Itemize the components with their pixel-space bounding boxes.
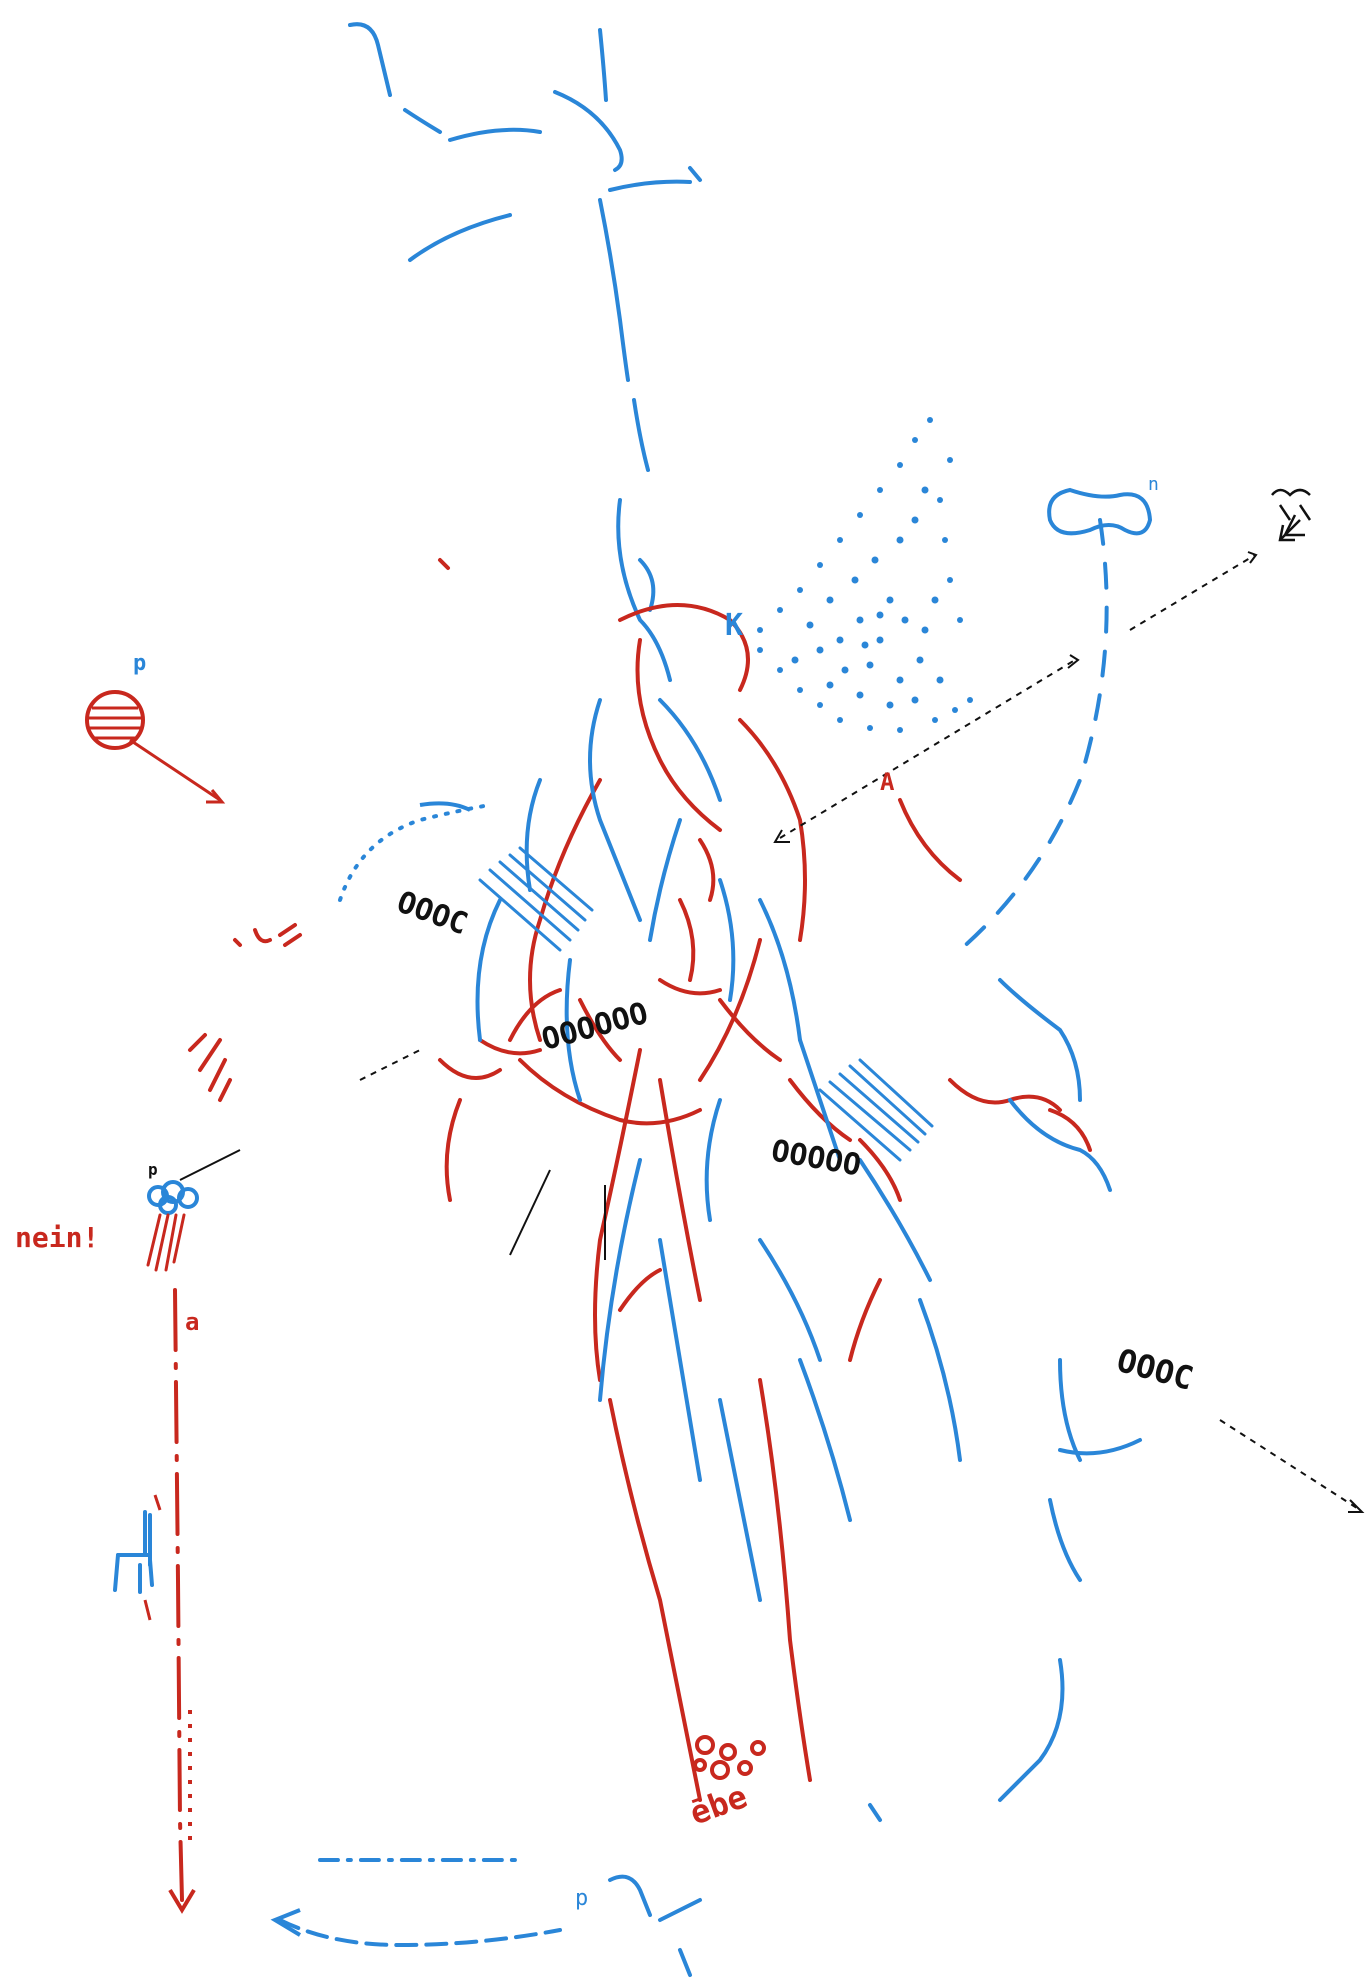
blue-bottom-marks	[608, 1803, 882, 1977]
word-ebe: ēbe	[685, 1777, 752, 1832]
dynamic-p-left: p	[133, 651, 146, 676]
blue-cloud-shape	[1047, 487, 1153, 536]
red-rain-lines	[146, 1213, 186, 1272]
blue-dotted-cone	[757, 417, 973, 733]
red-mark-near-chair	[143, 1494, 162, 1621]
blue-dotted-arc-left	[338, 803, 492, 902]
central-figure-red	[438, 603, 1092, 1802]
letter-n-blue: n	[1148, 474, 1159, 495]
letter-a-left: a	[185, 1308, 199, 1336]
dynamic-p-bottom: p	[575, 1886, 588, 1911]
blue-hatching	[478, 846, 934, 1162]
blue-dashed-line-bottom-2	[278, 1918, 562, 1948]
red-small-marks-left	[188, 558, 450, 1102]
glyph-ooo-center: OOOOOO	[538, 996, 652, 1058]
blue-upper-strokes	[348, 22, 702, 682]
blue-arrow-arc-left	[419, 801, 471, 812]
black-dashed-arrows	[359, 554, 1361, 1511]
blue-arrowhead-bottom	[270, 1908, 302, 1937]
cloud-icon	[147, 1180, 199, 1215]
black-thin-arrows	[179, 1149, 606, 1260]
black-arrowheads	[773, 551, 1365, 1513]
central-figure-blue	[475, 698, 1142, 1802]
blue-dashed-arc-right	[958, 518, 1109, 952]
glyph-oooc-right: OOOC	[1113, 1341, 1197, 1398]
red-vertical-line	[173, 1288, 184, 1902]
red-bubble-cluster	[693, 1735, 766, 1780]
glyph-oooc-left: OOOC	[392, 885, 472, 943]
letter-a-red: A	[880, 768, 895, 796]
chair-icon	[113, 1510, 154, 1594]
ball-icon	[85, 690, 226, 804]
stool-icon	[1271, 488, 1312, 542]
letter-k-blue: K	[725, 608, 743, 643]
red-vertical-arrowhead	[168, 1888, 196, 1914]
dynamic-p-cloud: p	[148, 1160, 158, 1179]
nein-label: nein!	[15, 1221, 99, 1254]
